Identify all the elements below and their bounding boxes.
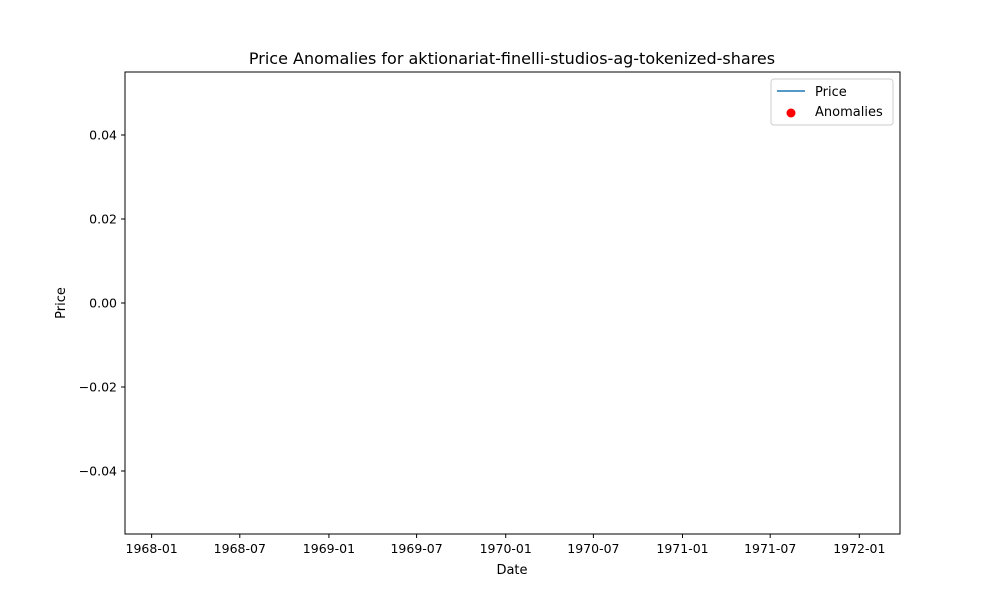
x-tick-label: 1971-01: [656, 541, 708, 556]
legend-anomalies-marker: [786, 108, 796, 118]
plot-frame: [124, 71, 901, 535]
x-tick-label: 1970-01: [480, 541, 532, 556]
y-tick-label: 0.02: [89, 212, 117, 227]
x-tick-label: 1972-01: [833, 541, 885, 556]
y-tick-label: 0.04: [89, 128, 117, 143]
x-tick-label: 1970-07: [567, 541, 619, 556]
y-tick-label: −0.02: [79, 380, 117, 395]
legend: Price Anomalies: [770, 78, 894, 126]
x-axis-ticks: 1968-01 1968-07 1969-01 1969-07 1970-01 1970-…: [126, 534, 885, 556]
legend-price-label: Price: [815, 85, 847, 100]
y-axis-label: Price: [54, 287, 69, 319]
y-axis-ticks: 0.04 0.02 0.00 −0.02 −0.04: [79, 128, 125, 479]
x-axis-label: Date: [496, 563, 527, 578]
y-tick-label: −0.04: [79, 464, 117, 479]
x-tick-label: 1971-07: [744, 541, 796, 556]
x-tick-label: 1968-07: [214, 541, 266, 556]
legend-anomalies-label: Anomalies: [815, 105, 883, 120]
x-tick-label: 1969-07: [390, 541, 442, 556]
x-tick-label: 1968-01: [126, 541, 178, 556]
y-tick-label: 0.00: [89, 296, 117, 311]
chart-title: Price Anomalies for aktionariat-finelli-…: [249, 49, 775, 68]
x-tick-label: 1969-01: [303, 541, 355, 556]
